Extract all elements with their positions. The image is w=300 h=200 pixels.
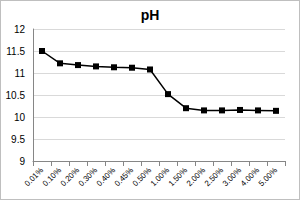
- svg-text:0.01%: 0.01%: [23, 166, 45, 188]
- svg-text:0.30%: 0.30%: [77, 166, 99, 188]
- svg-text:2.50%: 2.50%: [203, 166, 225, 188]
- svg-text:3.00%: 3.00%: [221, 166, 243, 188]
- svg-text:10.5: 10.5: [6, 90, 26, 101]
- svg-text:11.5: 11.5: [6, 46, 25, 57]
- svg-text:11: 11: [15, 68, 26, 79]
- svg-text:9: 9: [19, 156, 25, 167]
- svg-text:pH: pH: [141, 7, 160, 23]
- svg-text:0.10%: 0.10%: [41, 166, 63, 188]
- svg-text:0.40%: 0.40%: [95, 166, 117, 188]
- svg-text:10: 10: [14, 112, 26, 123]
- svg-text:9.5: 9.5: [11, 134, 25, 145]
- svg-text:4.00%: 4.00%: [239, 166, 261, 188]
- svg-text:12: 12: [14, 24, 26, 35]
- svg-text:5.00%: 5.00%: [257, 166, 279, 188]
- svg-text:0.50%: 0.50%: [131, 166, 153, 188]
- svg-text:1.00%: 1.00%: [149, 166, 171, 188]
- svg-text:0.45%: 0.45%: [113, 166, 135, 188]
- svg-text:1.50%: 1.50%: [167, 166, 189, 188]
- svg-text:2.00%: 2.00%: [185, 166, 207, 188]
- svg-text:0.20%: 0.20%: [59, 166, 81, 188]
